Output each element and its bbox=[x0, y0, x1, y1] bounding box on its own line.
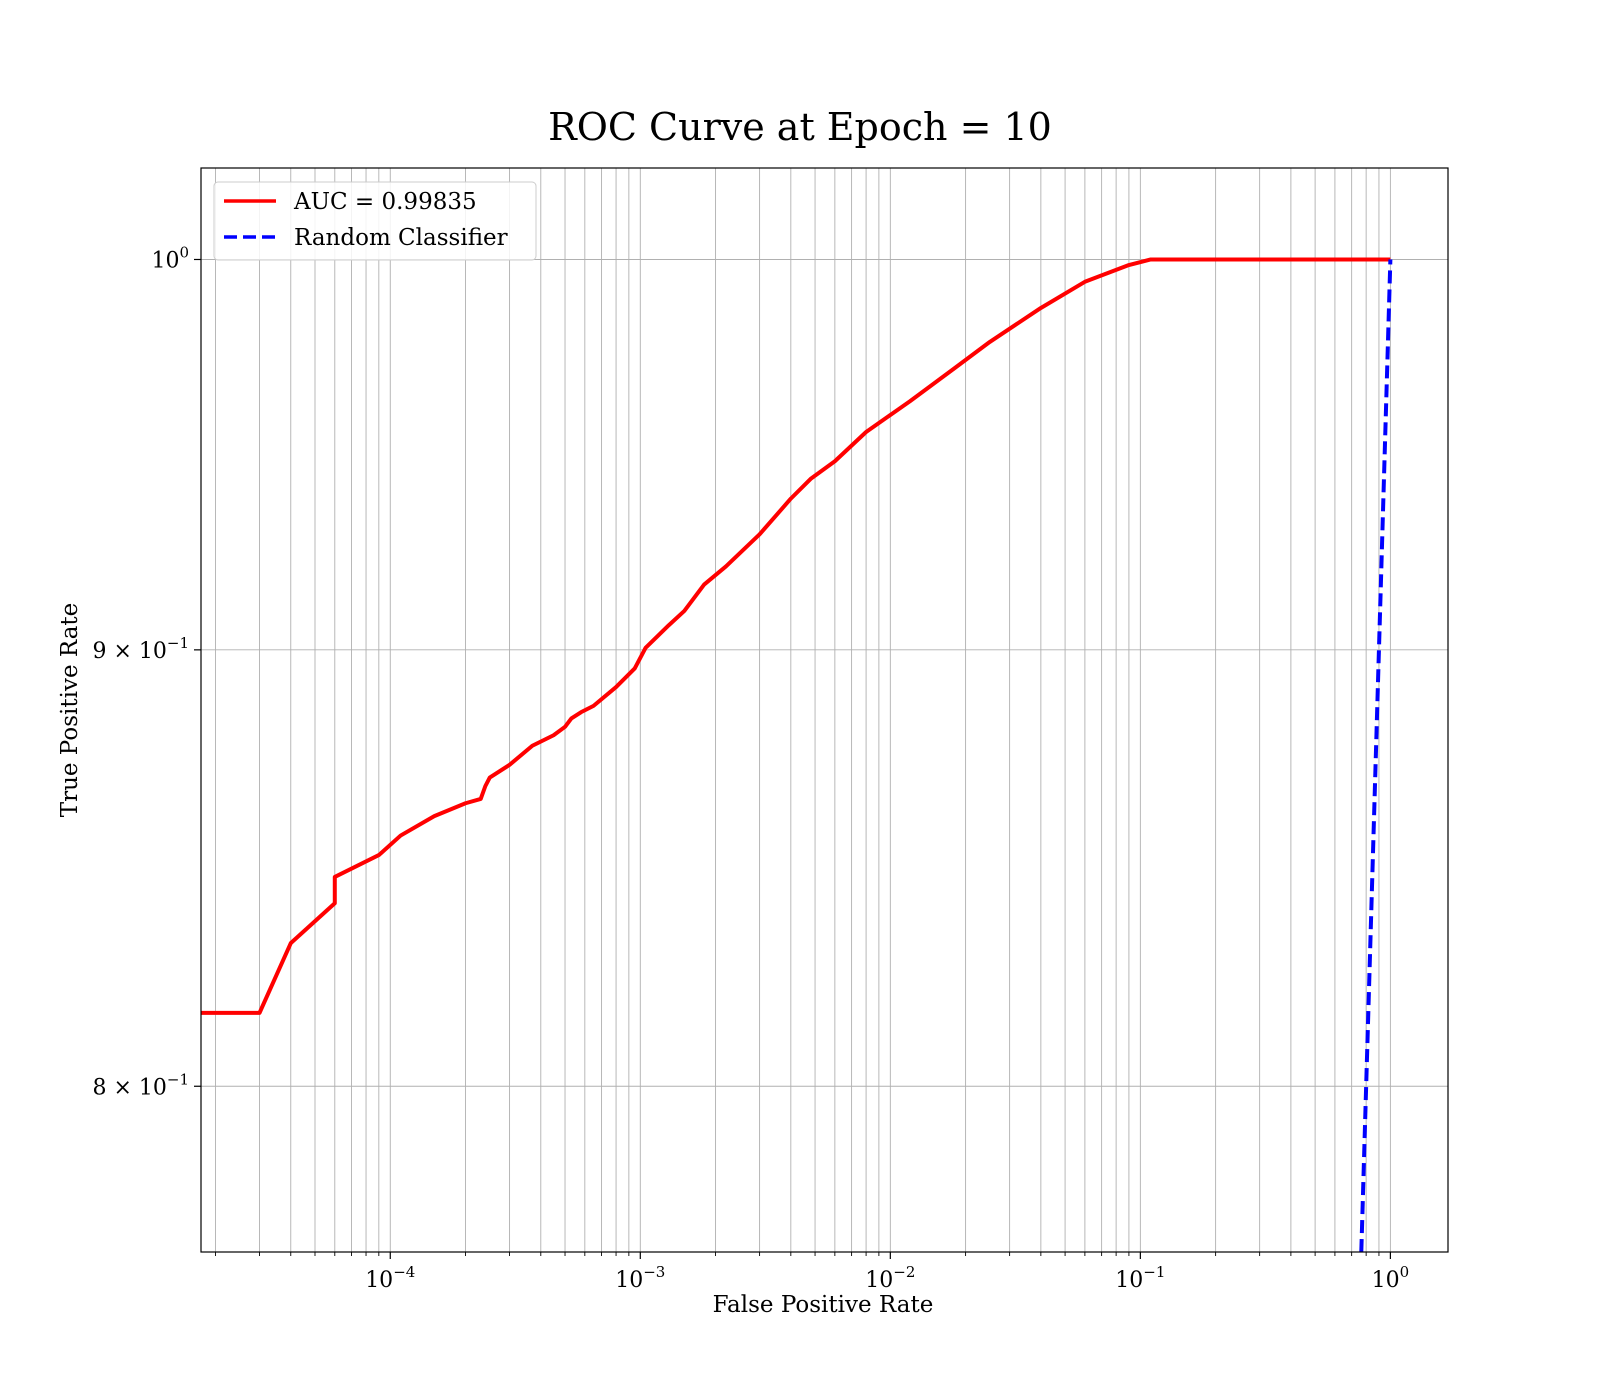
random-classifier-line bbox=[1359, 259, 1393, 1252]
series-group bbox=[201, 257, 1393, 1252]
x-tick-label: 10−2 bbox=[865, 1263, 915, 1293]
axis-ticks: 10−4 10−3 10−2 10−1 100 8 × 10−1 9 × 10−1 100 bbox=[92, 243, 1409, 1293]
x-tick-label: 10−3 bbox=[615, 1263, 665, 1293]
y-tick-label: 100 bbox=[151, 243, 189, 273]
y-axis-label: True Positive Rate bbox=[57, 603, 83, 818]
chart-title: ROC Curve at Epoch = 10 bbox=[548, 105, 1052, 149]
y-tick-label: 8 × 10−1 bbox=[92, 1070, 189, 1100]
x-tick-label: 100 bbox=[1372, 1263, 1410, 1293]
x-tick-label: 10−4 bbox=[365, 1263, 415, 1293]
plot-lines bbox=[201, 257, 1393, 1252]
legend-label-auc: AUC = 0.99835 bbox=[293, 189, 477, 215]
grid bbox=[201, 168, 1448, 1252]
plot-frame bbox=[200, 167, 1449, 1253]
x-axis-label: False Positive Rate bbox=[713, 1292, 934, 1318]
legend: AUC = 0.99835 Random Classifier bbox=[213, 181, 537, 261]
legend-box bbox=[213, 181, 537, 261]
roc-curve-line bbox=[201, 257, 1391, 1015]
legend-label-random: Random Classifier bbox=[294, 225, 508, 251]
y-tick-label: 9 × 10−1 bbox=[92, 634, 189, 664]
x-tick-label: 10−1 bbox=[1115, 1263, 1165, 1293]
